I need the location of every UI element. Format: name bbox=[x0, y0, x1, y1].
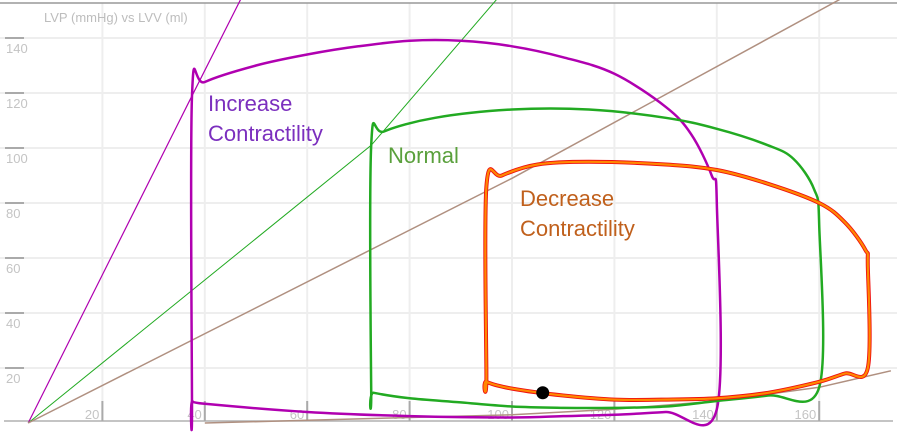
loop-increase-contractility bbox=[189, 38, 723, 432]
annotation-decrease: Decrease Contractility bbox=[520, 186, 635, 241]
edpvr-curve bbox=[204, 370, 892, 424]
y-tick-label: 60 bbox=[6, 261, 20, 276]
y-axis: 20 40 60 80 100 120 140 bbox=[5, 37, 28, 386]
x-tick-label: 20 bbox=[85, 407, 99, 422]
x-tick-label: 40 bbox=[187, 407, 201, 422]
y-tick-label: 40 bbox=[6, 316, 20, 331]
annotations: Increase Contractility Normal Decrease C… bbox=[208, 91, 635, 241]
espvr-increase-line bbox=[27, 0, 242, 424]
loop-decrease-contractility bbox=[483, 160, 871, 402]
annotation-normal: Normal bbox=[388, 143, 459, 168]
x-tick-label: 160 bbox=[794, 407, 816, 422]
gridlines bbox=[0, 3, 897, 421]
y-tick-label: 100 bbox=[6, 151, 28, 166]
series-lines bbox=[27, 0, 892, 432]
x-axis: 20 40 60 80 100 120 140 160 bbox=[4, 401, 893, 422]
espvr-decrease-line bbox=[27, 0, 841, 424]
loop-normal bbox=[368, 107, 825, 410]
y-tick-label: 140 bbox=[6, 41, 28, 56]
y-tick-label: 80 bbox=[6, 206, 20, 221]
y-tick-label: 20 bbox=[6, 371, 20, 386]
annotation-increase: Increase Contractility bbox=[208, 91, 323, 146]
chart-title: LVP (mmHg) vs LVV (ml) bbox=[44, 10, 188, 25]
y-tick-label: 120 bbox=[6, 96, 28, 111]
current-point-marker bbox=[536, 386, 550, 400]
x-tick-label: 140 bbox=[692, 407, 714, 422]
